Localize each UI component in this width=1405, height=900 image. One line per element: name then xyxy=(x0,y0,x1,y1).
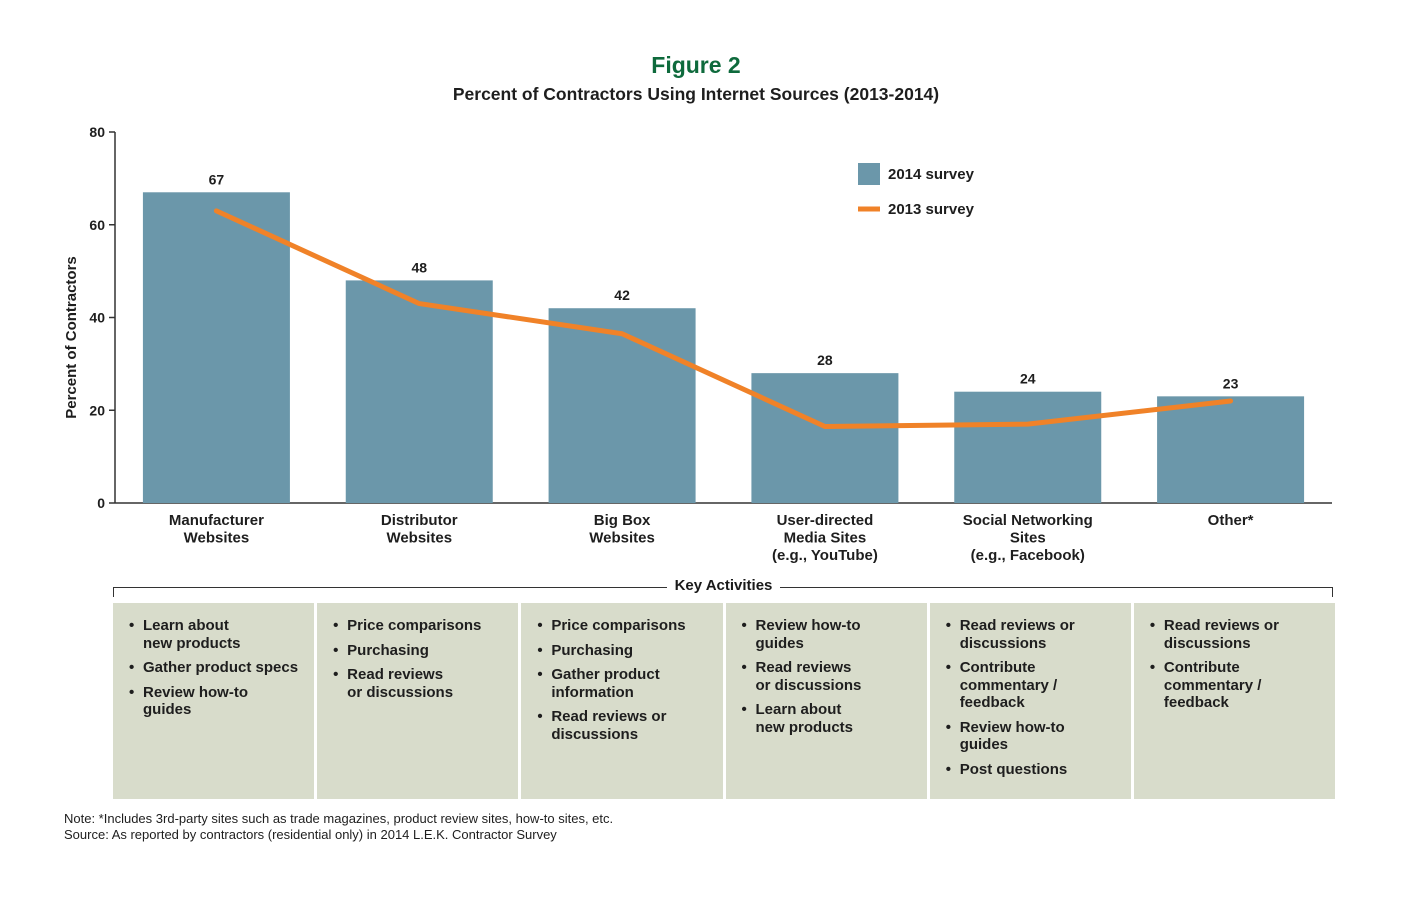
activity-item: Review how-to guides xyxy=(129,684,304,719)
activity-list: Price comparisons Purchasing Gather produc… xyxy=(537,617,712,743)
activity-item: Contribute commentary / feedback xyxy=(1150,659,1325,712)
note-text: Note: *Includes 3rd-party sites such as … xyxy=(64,811,614,826)
activity-item: Read reviews or discussions xyxy=(1150,617,1325,652)
activity-column: Read reviews or discussions Contribute co… xyxy=(929,603,1131,799)
x-category-label: Distributor Websites xyxy=(381,512,458,547)
bar-2014-survey xyxy=(751,373,899,503)
activity-item: Post questions xyxy=(946,761,1121,779)
activity-list: Price comparisons Purchasing Read reviews … xyxy=(333,617,508,701)
activity-column: Price comparisons Purchasing Gather produc… xyxy=(521,603,723,799)
activity-column: Learn about new products Gather product s… xyxy=(113,603,315,799)
activity-item: Learn about new products xyxy=(129,617,304,652)
activity-list: Read reviews or discussions Contribute co… xyxy=(946,617,1121,778)
x-category-label: Big Box Websites xyxy=(589,512,655,547)
bar-data-label: 24 xyxy=(1020,371,1036,387)
source-text: Source: As reported by contractors (resi… xyxy=(64,827,557,842)
chart-notes: Note: *Includes 3rd-party sites such as … xyxy=(64,811,613,843)
activity-item: Read reviews or discussions xyxy=(333,666,508,701)
activity-item: Review how-to guides xyxy=(946,719,1121,754)
legend-label-2013: 2013 survey xyxy=(888,201,975,218)
bar-2014-survey xyxy=(345,280,493,503)
bar-data-label: 67 xyxy=(209,171,225,187)
activity-list: Learn about new products Gather product s… xyxy=(129,617,304,719)
activity-item: Read reviews or discussions xyxy=(537,708,712,743)
activity-list: Review how-to guides Read reviews or disc… xyxy=(742,617,917,736)
y-tick-label: 20 xyxy=(89,402,105,418)
bar-data-label: 28 xyxy=(817,352,833,368)
bar-data-label: 42 xyxy=(614,287,630,303)
activity-item: Price comparisons xyxy=(333,617,508,635)
legend-label-2014: 2014 survey xyxy=(888,166,975,183)
bar-2014-survey xyxy=(142,192,290,503)
activity-list: Read reviews or discussions Contribute co… xyxy=(1150,617,1325,712)
bar-2014-survey xyxy=(548,308,696,503)
key-activities-title-text: Key Activities xyxy=(666,577,781,594)
bar-2014-survey xyxy=(1157,396,1305,503)
x-category-label: User-directed Media Sites (e.g., YouTube) xyxy=(772,512,878,564)
key-activities-table: Learn about new products Gather product s… xyxy=(113,603,1336,799)
line-2013-survey xyxy=(213,208,1234,429)
activity-item: Gather product information xyxy=(537,666,712,701)
activity-item: Read reviews or discussions xyxy=(946,617,1121,652)
y-tick-label: 80 xyxy=(89,124,105,140)
y-tick-label: 0 xyxy=(97,495,105,511)
bar-line-chart: 0 20 40 60 80 Percent of Contractors 67 48 42 28 2… xyxy=(63,124,1332,564)
y-axis-label: Percent of Contractors xyxy=(63,256,80,419)
y-tick-label: 60 xyxy=(89,217,105,233)
y-tick-label: 40 xyxy=(89,310,105,326)
activity-item: Price comparisons xyxy=(537,617,712,635)
activity-item: Purchasing xyxy=(333,642,508,660)
activity-item: Learn about new products xyxy=(742,701,917,736)
x-category-label: Manufacturer Websites xyxy=(169,512,264,547)
bar-2014-survey xyxy=(954,391,1102,503)
activity-item: Gather product specs xyxy=(129,659,304,677)
bar-data-label: 48 xyxy=(411,259,427,275)
activity-item: Contribute commentary / feedback xyxy=(946,659,1121,712)
key-activities-title: Key Activities xyxy=(0,577,1405,594)
legend-swatch-2014 xyxy=(858,163,880,185)
figure-subtitle: Percent of Contractors Using Internet So… xyxy=(452,84,940,104)
activity-column: Read reviews or discussions Contribute co… xyxy=(1133,603,1336,799)
activity-column: Review how-to guides Read reviews or disc… xyxy=(725,603,927,799)
x-category-label: Social Networking Sites (e.g., Facebook) xyxy=(963,512,1093,564)
activity-item: Review how-to guides xyxy=(742,617,917,652)
activity-column: Price comparisons Purchasing Read reviews … xyxy=(317,603,519,799)
x-category-label: Other* xyxy=(1208,512,1254,529)
activity-item: Read reviews or discussions xyxy=(742,659,917,694)
bar-data-label: 23 xyxy=(1223,375,1239,391)
figure-title: Figure 2 xyxy=(651,52,741,78)
activity-item: Purchasing xyxy=(537,642,712,660)
